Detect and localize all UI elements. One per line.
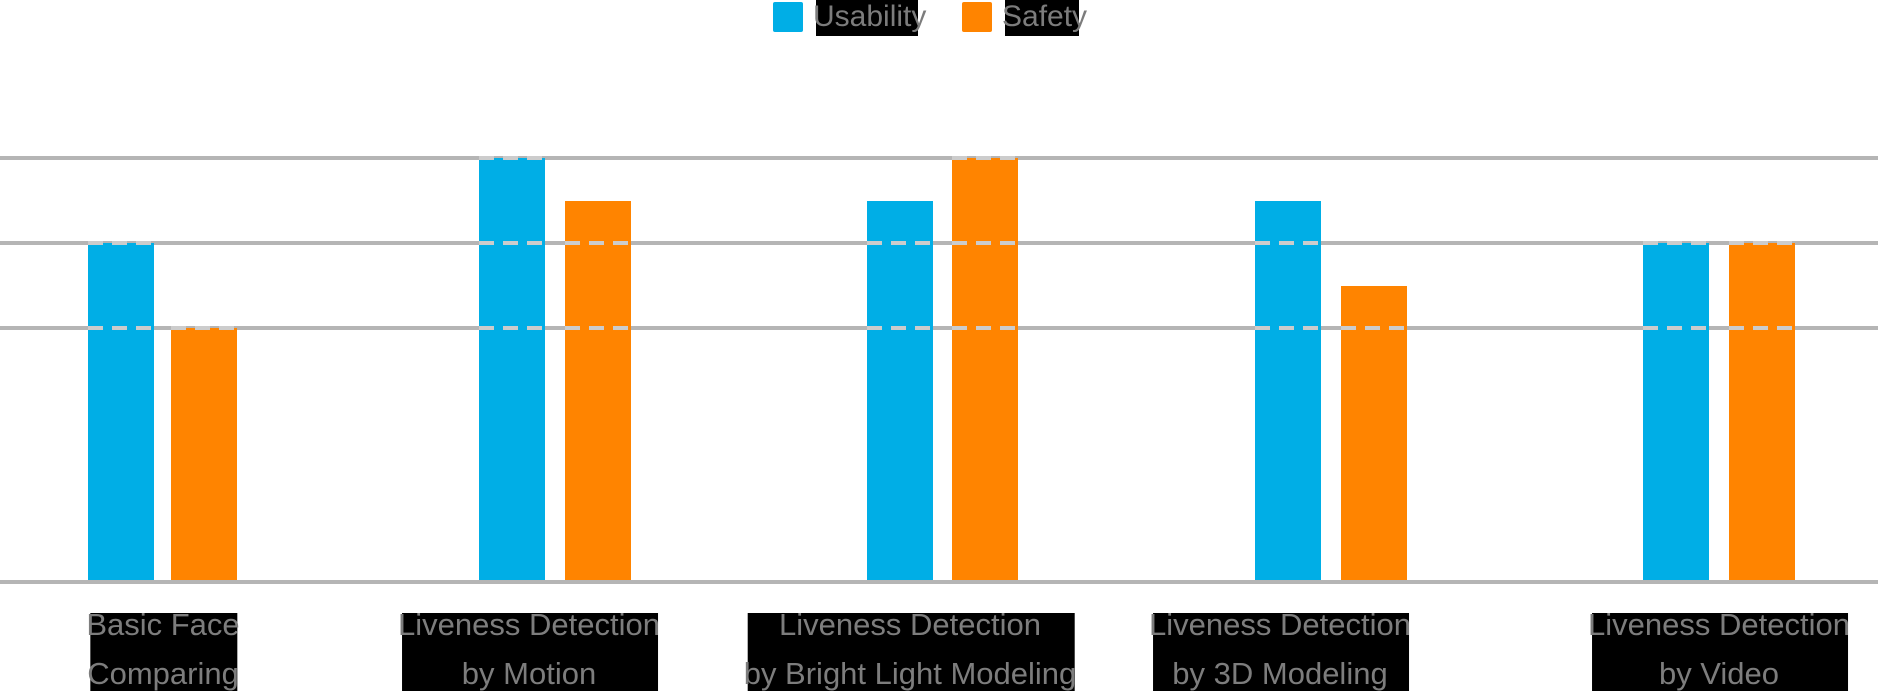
legend-item-usability[interactable]: Usability xyxy=(773,0,927,36)
legend-item-safety[interactable]: Safety xyxy=(962,0,1088,36)
gridline-dash-overlay xyxy=(952,156,1018,160)
label-background-box xyxy=(1153,613,1409,691)
bar-safety-1 xyxy=(565,201,631,582)
x-axis-label-text: by 3D Modeling xyxy=(1172,656,1388,691)
x-axis-label-text: Comparing xyxy=(87,656,239,691)
gridline-dash-overlay xyxy=(479,326,545,330)
x-axis-label-text: Basic Face xyxy=(86,607,240,642)
bar-safety-0 xyxy=(171,328,237,582)
x-axis-label-text: by Motion xyxy=(461,656,597,691)
bar-safety-3 xyxy=(1341,286,1407,582)
gridline-dash-overlay xyxy=(88,241,154,245)
label-background-box xyxy=(747,613,1075,691)
gridline-dash-overlay xyxy=(1255,326,1321,330)
legend: Usability Safety xyxy=(0,0,1878,36)
gridline-dash-overlay xyxy=(171,326,237,330)
label-background-box xyxy=(1592,613,1848,691)
x-axis-label-text: Liveness Detection xyxy=(1149,607,1411,642)
gridline-dash-overlay xyxy=(1643,241,1709,245)
x-axis-label-3: Liveness Detection by 3D Modeling xyxy=(1149,600,1411,694)
gridline xyxy=(0,326,1878,330)
x-axis-label-text: by Video xyxy=(1658,656,1780,691)
x-axis-label-1: Liveness Detection by Motion xyxy=(398,600,660,694)
gridline-dash-overlay xyxy=(1729,241,1795,245)
gridline-dash-overlay xyxy=(1729,326,1795,330)
gridline-dash-overlay xyxy=(867,326,933,330)
bar-usability-2 xyxy=(867,201,933,582)
gridline xyxy=(0,241,1878,245)
x-axis-label-text: by Bright Light Modeling xyxy=(743,656,1077,691)
gridline-dash-overlay xyxy=(479,241,545,245)
gridline-dash-overlay xyxy=(952,326,1018,330)
x-axis-label-text: Liveness Detection xyxy=(1588,607,1850,642)
gridline-dash-overlay xyxy=(88,326,154,330)
bar-usability-1 xyxy=(479,158,545,582)
gridline-dash-overlay xyxy=(1341,326,1407,330)
gridline-dash-overlay xyxy=(565,326,631,330)
label-background-box xyxy=(402,613,658,691)
bar-usability-0 xyxy=(88,243,154,582)
x-axis-label-text: Liveness Detection xyxy=(398,607,660,642)
legend-label-safety: Safety xyxy=(1002,0,1088,36)
legend-label-usability: Usability xyxy=(813,0,927,36)
gridline xyxy=(0,156,1878,160)
gridline-dash-overlay xyxy=(479,156,545,160)
bar-usability-4 xyxy=(1643,243,1709,582)
x-axis-label-2: Liveness Detection by Bright Light Modeli… xyxy=(743,600,1077,694)
gridline-dash-overlay xyxy=(1643,326,1709,330)
gridline-dash-overlay xyxy=(565,241,631,245)
bar-safety-4 xyxy=(1729,243,1795,582)
legend-swatch-usability-icon xyxy=(773,2,803,32)
x-axis-label-4: Liveness Detection by Video xyxy=(1588,600,1850,694)
label-background-box xyxy=(90,613,238,691)
gridline-dash-overlay xyxy=(867,241,933,245)
gridline-dash-overlay xyxy=(1255,241,1321,245)
gridline-dash-overlay xyxy=(952,241,1018,245)
x-axis-label-text: Liveness Detection xyxy=(779,607,1041,642)
x-axis-label-0: Basic Face Comparing xyxy=(86,600,240,694)
x-axis-line xyxy=(0,580,1878,584)
bar-usability-3 xyxy=(1255,201,1321,582)
bar-safety-2 xyxy=(952,158,1018,582)
legend-swatch-safety-icon xyxy=(962,2,992,32)
